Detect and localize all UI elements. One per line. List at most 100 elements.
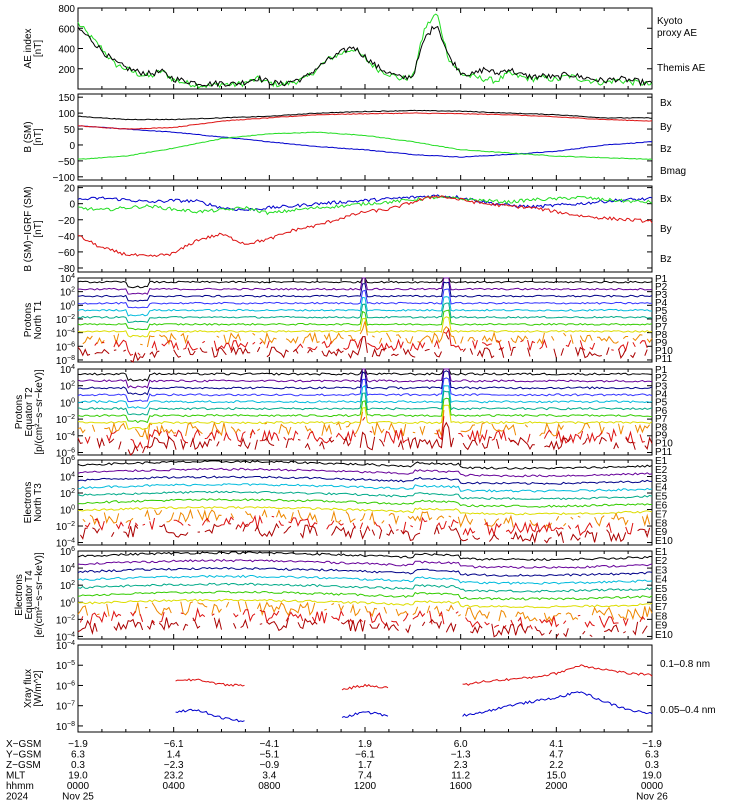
channel-line (78, 483, 653, 493)
y-tick-label: 106 (60, 546, 75, 558)
y-tick-label: 400 (58, 45, 75, 56)
ephemeris-value: 0.3 (645, 760, 659, 771)
ephemeris-value: 4.1 (549, 739, 563, 750)
ephemeris-label: 2024 (6, 792, 29, 800)
y-tick-label: 104 (60, 472, 75, 484)
legend-entry: Bmag (660, 166, 686, 177)
channel-line (78, 277, 653, 295)
y-axis-label: [nT] (33, 128, 44, 145)
y-tick-label: 150 (58, 93, 75, 104)
legend-entry: P11 (655, 354, 672, 365)
legend-entry: E7 (655, 602, 668, 613)
y-tick-label: 102 (60, 381, 75, 393)
ephemeris-value: 19.0 (642, 771, 662, 782)
legend-entry: P8 (655, 422, 668, 433)
legend-entry: E6 (655, 593, 668, 604)
y-tick-label: 104 (60, 563, 75, 575)
y-tick-label: 10−2 (56, 314, 75, 326)
ephemeris-value: 3.4 (262, 771, 276, 782)
channel-line (84, 514, 648, 537)
y-axis-label: B (SM) (23, 121, 34, 152)
legend-entry: E4 (655, 483, 668, 494)
ephemeris-value: Nov 25 (62, 792, 94, 800)
y-axis-label: Electrons (23, 482, 34, 524)
channel-line (77, 582, 653, 593)
legend-entry: E10 (655, 536, 673, 547)
y-axis-label: B (SM)−IGRF (SM) (23, 186, 34, 271)
legend-entry: P2 (655, 373, 668, 384)
channel-line (82, 508, 651, 529)
legend-entry: E10 (655, 630, 673, 641)
ephemeris-value: 0000 (67, 781, 90, 792)
y-tick-label: −60 (58, 248, 75, 259)
ephemeris-value: 0000 (641, 781, 664, 792)
legend-entry: E8 (655, 518, 668, 529)
legend-entry: E2 (655, 556, 668, 567)
channel-line (78, 498, 653, 508)
channel-line (95, 330, 652, 356)
legend-entry: Themis AE (657, 63, 706, 74)
series-line-red (77, 112, 653, 130)
y-tick-label: 10−4 (56, 640, 75, 652)
series-line-blue (77, 125, 653, 158)
series-line-green (77, 13, 653, 89)
ephemeris-value: −5.1 (259, 750, 279, 761)
legend-entry: E3 (655, 474, 668, 485)
ephemeris-value: 7.4 (358, 771, 372, 782)
series-line-blue (77, 194, 653, 212)
y-tick-label: 102 (60, 287, 75, 299)
y-axis-label: [W/m^2] (33, 670, 44, 707)
channel-line (85, 416, 652, 448)
channel-line (77, 404, 653, 430)
legend-entry: E1 (655, 547, 668, 558)
y-tick-label: 10−4 (56, 631, 75, 643)
y-tick-label: 10−4 (56, 431, 75, 443)
y-axis-label: [p/(cm²−s−sr−keV)] (34, 369, 45, 455)
ephemeris-value: −1.9 (642, 739, 662, 750)
y-axis-label: Equator T2 (24, 387, 35, 437)
ephemeris-value: 0.3 (71, 760, 85, 771)
ephemeris-label: hhmm (6, 781, 34, 792)
channel-line (77, 505, 653, 516)
ephemeris-value: 1.4 (167, 750, 181, 761)
legend-entry: P2 (655, 282, 668, 293)
ephemeris-label: MLT (6, 771, 25, 782)
y-tick-label: 800 (58, 4, 75, 15)
panel-frame (77, 93, 653, 181)
y-tick-label: 100 (60, 397, 75, 409)
y-axis-label: [nT] (33, 40, 44, 57)
y-axis-label: Xray flux (23, 669, 34, 708)
y-axis-label: Protons (23, 303, 34, 337)
channel-line (77, 281, 653, 302)
y-axis-label: AE index (23, 28, 34, 68)
y-axis-label: [e/(cm²−s−sr−keV)] (34, 552, 45, 638)
ephemeris-value: Nov 26 (636, 792, 668, 800)
y-axis-label: [nT] (33, 220, 44, 237)
channel-line (77, 410, 650, 440)
legend-entry: P1 (655, 365, 668, 376)
legend-entry: P5 (655, 306, 668, 317)
y-tick-label: 10−2 (56, 414, 75, 426)
y-tick-label: 100 (60, 300, 75, 312)
ephemeris-value: −2.3 (164, 760, 184, 771)
legend-entry: Bz (660, 254, 672, 265)
legend-entry: E1 (655, 456, 668, 467)
ephemeris-value: 6.0 (454, 739, 468, 750)
legend-entry: 0.1–0.8 nm (660, 659, 710, 670)
channel-line (77, 567, 653, 577)
channel-line (77, 558, 653, 569)
y-axis-label: Protons (14, 395, 25, 429)
y-tick-label: 10−6 (56, 341, 75, 353)
ephemeris-value: −0.9 (259, 760, 279, 771)
legend-entry: E3 (655, 565, 668, 576)
ephemeris-value: 2.2 (549, 760, 563, 771)
y-tick-label: 100 (60, 505, 75, 517)
ephemeris-value: −1.9 (68, 739, 88, 750)
legend-entry: P9 (655, 338, 668, 349)
y-tick-label: −50 (58, 157, 75, 168)
channel-line (77, 590, 653, 601)
y-axis-label: Equator T4 (24, 570, 35, 620)
channel-line (77, 302, 653, 324)
y-tick-label: 0 (69, 200, 75, 211)
panel-xray: 10−4 10−5 10−6 10−7 10−8 Xray flux [W/m^2] 0.1–… (23, 640, 716, 733)
